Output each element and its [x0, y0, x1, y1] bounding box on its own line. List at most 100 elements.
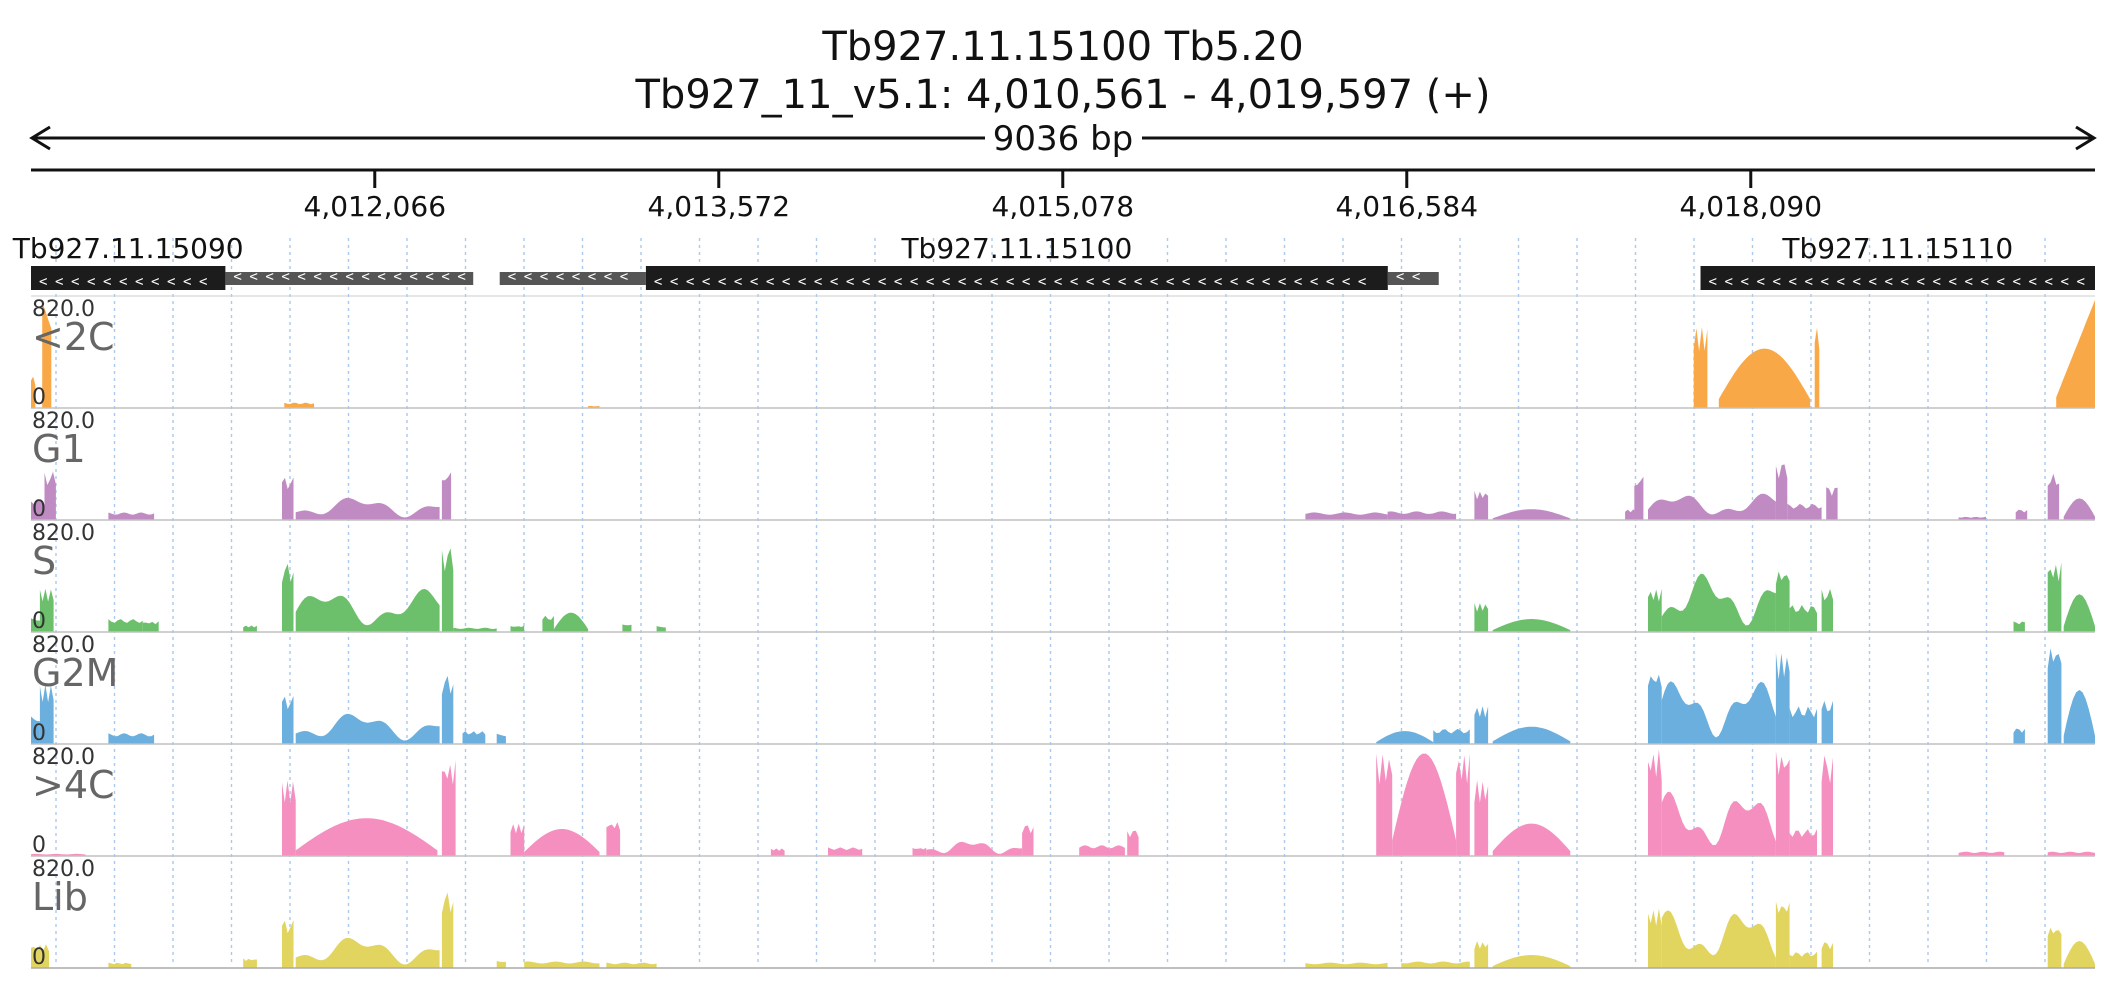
- coverage-peak: [1789, 605, 1817, 632]
- coverage-peak: [1387, 511, 1457, 520]
- coverage-peak: [39, 588, 54, 632]
- coverage-peak: [1661, 573, 1776, 632]
- track-name-label: G1: [32, 427, 86, 471]
- coverage-peak: [31, 618, 40, 632]
- coverage-peak: [1474, 780, 1489, 856]
- coverage-peak: [295, 818, 438, 856]
- coverage-peak: [1693, 327, 1708, 408]
- gene-strand-arrow: <: [1230, 274, 1238, 290]
- gene-strand-arrow: <: [540, 269, 548, 285]
- coverage-peak: [542, 615, 554, 632]
- gene-strand-arrow: <: [798, 274, 806, 290]
- coverage-peak: [1958, 516, 1986, 520]
- gene-strand-arrow: <: [1805, 274, 1813, 290]
- coverage-peak: [1648, 493, 1776, 520]
- track-4: 820.0>4C 0: [31, 743, 2095, 858]
- gene-strand-arrow: <: [1725, 274, 1733, 290]
- coverage-peak: [1474, 941, 1489, 968]
- gene-strand-arrow: <: [702, 274, 710, 290]
- gene-cds-2: [1700, 266, 2095, 290]
- span-label: 9036 bp: [993, 119, 1134, 159]
- gene-strand-arrow: <: [1342, 274, 1350, 290]
- coverage-peak: [142, 621, 159, 632]
- gene-strand-arrow: <: [1821, 274, 1829, 290]
- coverage-peak: [1022, 825, 1034, 856]
- gene-strand-arrow: <: [524, 269, 532, 285]
- coverage-peak: [1821, 589, 1833, 632]
- track-name-label: S: [32, 539, 56, 583]
- gene-strand-arrow: <: [1310, 274, 1318, 290]
- gene-strand-arrow: <: [654, 274, 662, 290]
- coverage-peak: [1474, 706, 1489, 744]
- coverage-peak: [2063, 594, 2095, 632]
- coverage-peak: [1789, 951, 1817, 968]
- axis-tick-label-3: 4,016,584: [1336, 190, 1479, 223]
- gene-strand-arrow: <: [1102, 274, 1110, 290]
- coverage-peak: [1821, 700, 1833, 744]
- coverage-peak: [1821, 755, 1833, 856]
- gene-strand-arrow: <: [345, 269, 353, 285]
- gene-strand-arrow: <: [1294, 274, 1302, 290]
- gene-strand-arrow: <: [1022, 274, 1030, 290]
- gene-strand-arrow: <: [718, 274, 726, 290]
- gene-strand-arrow: <: [942, 274, 950, 290]
- gene-strand-arrow: <: [1869, 274, 1877, 290]
- gene-strand-arrow: <: [393, 269, 401, 285]
- gene-strand-arrow: <: [1070, 274, 1078, 290]
- coverage-tracks: 820.0<2C0820.0G10820.0S0820.0G2M0820.0>4…: [31, 295, 2095, 970]
- gene-strand-arrow: <: [87, 274, 95, 290]
- gene-strand-arrow: <: [1358, 274, 1366, 290]
- gene-track: < < < < < < < < < < < < < < < < < < < < < < < < < < Tb927.11.15090…: [12, 232, 2095, 290]
- coverage-peak: [510, 823, 525, 856]
- coverage-peak: [606, 962, 657, 968]
- gene-strand-arrow: <: [199, 274, 207, 290]
- coverage-peak: [2013, 621, 2025, 632]
- gene-strand-arrow: <: [990, 274, 998, 290]
- axis-tick-label-2: 4,015,078: [992, 190, 1135, 223]
- gene-strand-arrow: <: [2013, 274, 2021, 290]
- gene-strand-arrow: <: [782, 274, 790, 290]
- coverage-peak: [441, 472, 452, 520]
- coverage-peak: [1775, 464, 1788, 520]
- coverage-peak: [1648, 749, 1662, 856]
- axis-ticks: 4,012,066 4,013,572 4,015,078 4,016,584 4,01…: [304, 170, 1822, 223]
- coverage-peak: [295, 497, 440, 520]
- coverage-peak: [1376, 753, 1393, 856]
- coverage-peak: [1305, 962, 1388, 968]
- coverage-peak: [243, 958, 257, 968]
- coverage-peak: [496, 961, 506, 968]
- coverage-peak: [2013, 728, 2025, 744]
- track-zero-label: 0: [32, 385, 46, 410]
- axis-tick-label-0: 4,012,066: [304, 190, 447, 223]
- coverage-peak: [1775, 901, 1790, 968]
- coverage-peak: [1456, 753, 1470, 856]
- coverage-peak: [1789, 829, 1817, 856]
- gene-strand-arrow: <: [1182, 274, 1190, 290]
- gene-strand-arrow: <: [135, 274, 143, 290]
- gene-strand-arrow: <: [572, 269, 580, 285]
- coverage-peak: [1492, 823, 1571, 856]
- track-zero-label: 0: [32, 833, 46, 858]
- gene-label-1: Tb927.11.15100: [900, 232, 1132, 265]
- coverage-peak: [1474, 490, 1489, 520]
- gene-strand-arrow: <: [119, 274, 127, 290]
- coverage-peak: [282, 920, 294, 968]
- gene-strand-arrow: <: [409, 269, 417, 285]
- gene-strand-arrow: <: [1949, 274, 1957, 290]
- coverage-peak: [1787, 503, 1822, 520]
- gene-strand-arrow: <: [604, 269, 612, 285]
- coverage-peak: [1814, 327, 1820, 408]
- track-max-label: 820.0: [32, 409, 95, 434]
- coverage-peak: [2063, 498, 2095, 520]
- coverage-peak: [2063, 941, 2095, 968]
- coverage-peak: [1376, 731, 1434, 744]
- coverage-peak: [828, 847, 863, 856]
- coverage-peak: [2047, 851, 2095, 856]
- coverage-peak: [31, 376, 36, 408]
- coverage-peak: [295, 588, 440, 632]
- gene-strand-arrow: <: [441, 269, 449, 285]
- coverage-peak: [441, 548, 454, 632]
- coverage-peak: [553, 612, 589, 632]
- coverage-peak: [2047, 927, 2062, 968]
